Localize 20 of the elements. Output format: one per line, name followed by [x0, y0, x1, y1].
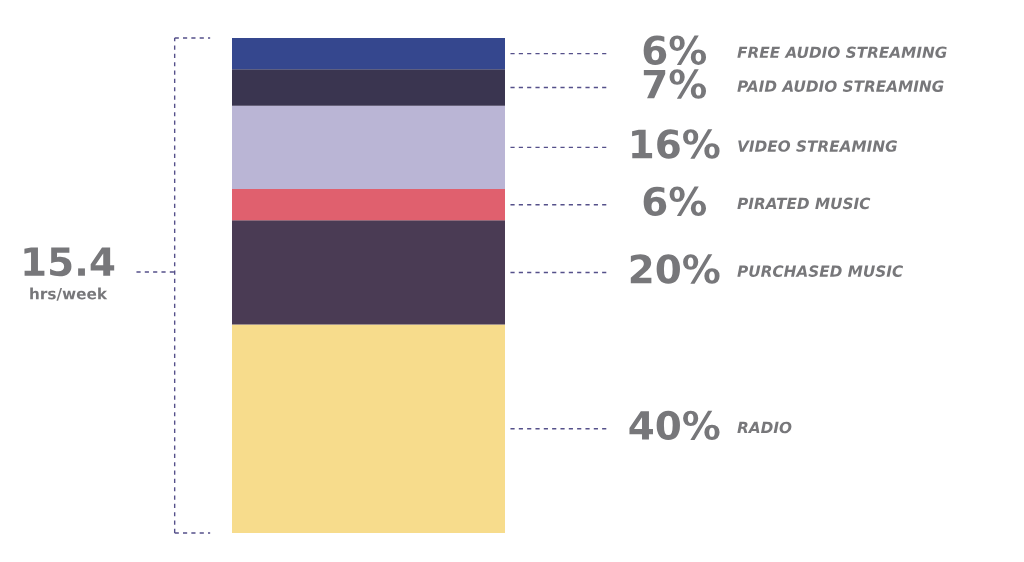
text: 15.4 [24, 247, 115, 277]
data-label: 16% [632, 129, 720, 159]
bar [232, 69, 505, 106]
text: hrs/week [30, 287, 108, 301]
data-label: 40% [629, 410, 720, 441]
data-label: 20% [630, 254, 720, 284]
text: VIDEO STREAMING [738, 140, 897, 152]
text: PAID AUDIO STREAMING [737, 80, 944, 92]
data-label: 6% [643, 35, 707, 65]
text: RADIO [737, 421, 792, 434]
data-label: 6% [643, 186, 707, 217]
bar [232, 220, 505, 325]
bar [232, 105, 505, 190]
bar [232, 324, 505, 533]
text: PURCHASED MUSIC [737, 265, 904, 277]
bar [232, 38, 505, 70]
text: PIRATED MUSIC [737, 197, 871, 210]
data-label: 7% [643, 69, 707, 99]
text: FREE AUDIO STREAMING [737, 46, 947, 59]
bar [232, 189, 505, 221]
